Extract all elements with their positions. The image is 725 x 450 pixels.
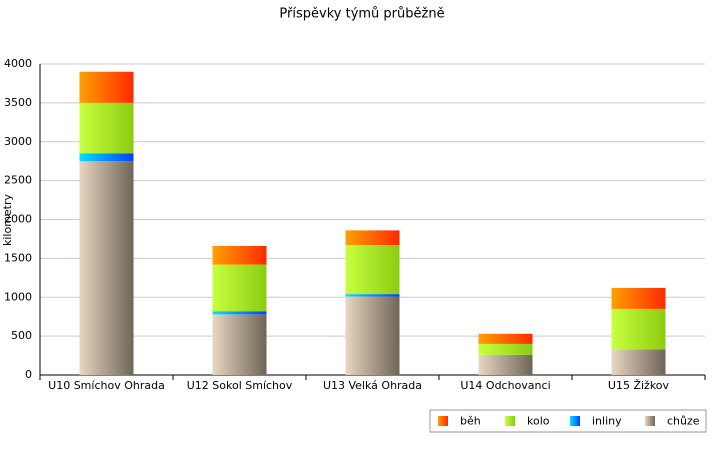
y-tick-label: 2000 <box>4 213 32 226</box>
bar-segment <box>611 287 666 309</box>
bar-segment <box>79 161 134 375</box>
bar-segment <box>79 153 134 162</box>
bar-segment <box>345 245 400 295</box>
legend-label: běh <box>460 415 481 428</box>
y-tick-label: 1500 <box>4 251 32 264</box>
y-tick-label: 4000 <box>4 57 32 70</box>
bar-segment <box>611 308 666 350</box>
x-tick-label: U15 Žižkov <box>608 379 670 392</box>
legend-swatch <box>570 416 580 426</box>
bar-segment <box>478 343 533 355</box>
y-tick-label: 2500 <box>4 174 32 187</box>
y-tick-label: 0 <box>25 368 32 381</box>
legend-label: chůze <box>667 415 700 428</box>
x-tick-label: U10 Smíchov Ohrada <box>48 379 165 392</box>
bar-segment <box>611 349 666 375</box>
bar-segment <box>79 71 134 103</box>
y-tick-label: 500 <box>11 329 32 342</box>
bar-segment <box>345 296 400 375</box>
y-tick-label: 1000 <box>4 290 32 303</box>
x-tick-label: U13 Velká Ohrada <box>323 379 422 392</box>
bar-segment <box>212 314 267 375</box>
bar-segment <box>478 354 533 375</box>
y-tick-label: 3500 <box>4 96 32 109</box>
bar-segment <box>212 264 267 312</box>
legend-swatch <box>505 416 515 426</box>
legend-swatch <box>645 416 655 426</box>
legend-label: kolo <box>527 415 550 428</box>
bar-segment <box>212 311 267 315</box>
chart-title: Příspěvky týmů průběžně <box>279 7 444 22</box>
legend-swatch <box>438 416 448 426</box>
bar-segment <box>212 245 267 265</box>
bar-segment <box>345 294 400 297</box>
bar-segment <box>478 333 533 344</box>
legend-box <box>429 409 707 433</box>
x-tick-label: U14 Odchovanci <box>460 379 550 392</box>
legend-label: inliny <box>592 415 622 428</box>
y-axis-label: kilometry <box>1 193 14 246</box>
bar-segment <box>79 102 134 154</box>
y-tick-label: 3000 <box>4 135 32 148</box>
bar-segment <box>345 230 400 246</box>
x-tick-label: U12 Sokol Smíchov <box>187 379 293 392</box>
